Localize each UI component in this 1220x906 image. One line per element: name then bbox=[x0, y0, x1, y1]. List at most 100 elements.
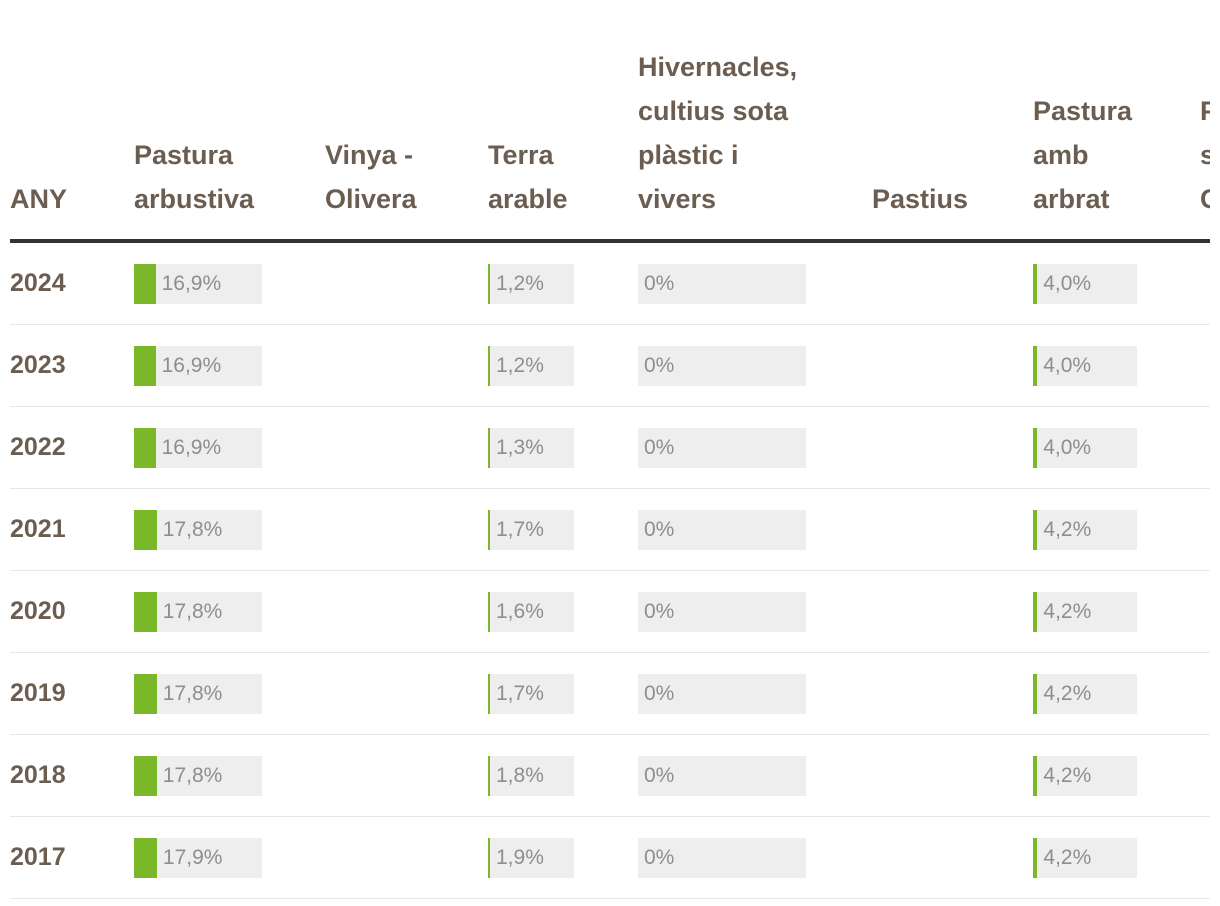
value-label: 4,2% bbox=[1043, 764, 1092, 787]
bar-fill bbox=[1033, 838, 1038, 878]
bar-fill bbox=[1033, 592, 1038, 632]
table-row: 2017 17,9% 1,9% 0% 4,2% bbox=[10, 817, 1210, 899]
value-label: 1,8% bbox=[496, 764, 544, 787]
table-row: 2023 16,9% 1,2% 0% 4,0% bbox=[10, 325, 1210, 407]
bar-fill bbox=[1033, 346, 1038, 386]
bar-track: 4,2% bbox=[1033, 510, 1137, 550]
value-label: 16,9% bbox=[161, 354, 222, 377]
bar-fill bbox=[1033, 428, 1038, 468]
bar-fill bbox=[1033, 674, 1038, 714]
value-label: 1,7% bbox=[496, 682, 544, 705]
bar-fill bbox=[1033, 510, 1038, 550]
table-header: ANY Pastura arbustiva Vinya - Olivera Terra… bbox=[10, 0, 1210, 243]
column-header-1[interactable]: Pastura arbustiva bbox=[134, 140, 255, 214]
year-label: 2024 bbox=[10, 269, 66, 297]
value-label: 4,0% bbox=[1043, 354, 1092, 377]
column-header-2[interactable]: Vinya - Olivera bbox=[325, 140, 417, 214]
bar-track: 1,9% bbox=[488, 838, 574, 878]
bar-track: 0% bbox=[638, 674, 806, 714]
bar-fill bbox=[488, 756, 490, 796]
value-label: 1,2% bbox=[496, 354, 544, 377]
value-label: 0% bbox=[644, 436, 675, 459]
bar-fill bbox=[488, 264, 490, 304]
bar-fill bbox=[488, 592, 490, 632]
column-header-4[interactable]: Hivernacles, cultius sota plàstic i vive… bbox=[638, 52, 798, 214]
bar-fill bbox=[488, 346, 490, 386]
bar-fill bbox=[134, 592, 157, 632]
bar-track: 1,8% bbox=[488, 756, 574, 796]
table-row: 2024 16,9% 1,2% 0% 4,0% bbox=[10, 243, 1210, 325]
bar-fill bbox=[134, 756, 157, 796]
year-label: 2022 bbox=[10, 433, 66, 461]
bar-track: 0% bbox=[638, 428, 806, 468]
bar-fill bbox=[134, 838, 157, 878]
bar-track: 4,0% bbox=[1033, 346, 1137, 386]
bar-fill bbox=[488, 510, 490, 550]
value-label: 4,0% bbox=[1043, 436, 1092, 459]
value-label: 1,2% bbox=[496, 272, 544, 295]
table-row: 2022 16,9% 1,3% 0% 4,0% bbox=[10, 407, 1210, 489]
table-row: 2021 17,8% 1,7% 0% 4,2% bbox=[10, 489, 1210, 571]
bar-track: 0% bbox=[638, 756, 806, 796]
bar-fill bbox=[134, 264, 156, 304]
bar-track: 1,2% bbox=[488, 346, 574, 386]
value-label: 0% bbox=[644, 518, 675, 541]
year-label: 2021 bbox=[10, 515, 66, 543]
bar-fill bbox=[134, 510, 157, 550]
value-label: 1,3% bbox=[496, 436, 544, 459]
value-label: 0% bbox=[644, 764, 675, 787]
bar-track: 4,2% bbox=[1033, 756, 1137, 796]
column-header-3[interactable]: Terra arable bbox=[488, 140, 568, 214]
bar-fill bbox=[134, 428, 156, 468]
bar-fill bbox=[488, 428, 490, 468]
bar-track: 17,8% bbox=[134, 674, 262, 714]
value-label: 0% bbox=[644, 846, 675, 869]
column-header-6[interactable]: Pastura amb arbrat bbox=[1033, 96, 1133, 214]
value-label: 0% bbox=[644, 354, 675, 377]
bar-track: 4,2% bbox=[1033, 838, 1137, 878]
value-label: 17,9% bbox=[162, 846, 223, 869]
value-label: 1,6% bbox=[496, 600, 544, 623]
bar-track: 16,9% bbox=[134, 428, 262, 468]
bar-track: 4,2% bbox=[1033, 674, 1137, 714]
bar-track: 17,8% bbox=[134, 756, 262, 796]
column-header-7[interactable]: P s C bbox=[1200, 96, 1210, 214]
bar-fill bbox=[488, 838, 490, 878]
bar-track: 1,7% bbox=[488, 510, 574, 550]
bar-track: 16,9% bbox=[134, 346, 262, 386]
bar-track: 0% bbox=[638, 346, 806, 386]
value-label: 1,7% bbox=[496, 518, 544, 541]
year-label: 2018 bbox=[10, 761, 66, 789]
bar-track: 1,6% bbox=[488, 592, 574, 632]
bar-track: 1,7% bbox=[488, 674, 574, 714]
bar-track: 4,2% bbox=[1033, 592, 1137, 632]
value-label: 17,8% bbox=[162, 600, 223, 623]
value-label: 17,8% bbox=[162, 764, 223, 787]
bar-track: 4,0% bbox=[1033, 428, 1137, 468]
year-label: 2017 bbox=[10, 843, 66, 871]
year-label: 2023 bbox=[10, 351, 66, 379]
bar-fill bbox=[1033, 756, 1038, 796]
bar-track: 0% bbox=[638, 510, 806, 550]
value-label: 0% bbox=[644, 600, 675, 623]
value-label: 4,2% bbox=[1043, 846, 1092, 869]
bar-track: 16,9% bbox=[134, 264, 262, 304]
bar-track: 1,3% bbox=[488, 428, 574, 468]
value-label: 4,2% bbox=[1043, 518, 1092, 541]
bar-track: 17,9% bbox=[134, 838, 262, 878]
bar-track: 0% bbox=[638, 592, 806, 632]
bar-track: 1,2% bbox=[488, 264, 574, 304]
value-label: 0% bbox=[644, 682, 675, 705]
bar-fill bbox=[1033, 264, 1038, 304]
bar-fill bbox=[134, 346, 156, 386]
bar-track: 17,8% bbox=[134, 592, 262, 632]
column-header-0[interactable]: ANY bbox=[10, 184, 68, 214]
bar-fill bbox=[134, 674, 157, 714]
value-label: 1,9% bbox=[496, 846, 544, 869]
data-table: ANY Pastura arbustiva Vinya - Olivera Terra… bbox=[10, 0, 1210, 906]
bar-fill bbox=[488, 674, 490, 714]
column-header-5[interactable]: Pastius bbox=[872, 184, 969, 214]
bar-track: 17,8% bbox=[134, 510, 262, 550]
value-label: 4,0% bbox=[1043, 272, 1092, 295]
value-label: 4,2% bbox=[1043, 682, 1092, 705]
